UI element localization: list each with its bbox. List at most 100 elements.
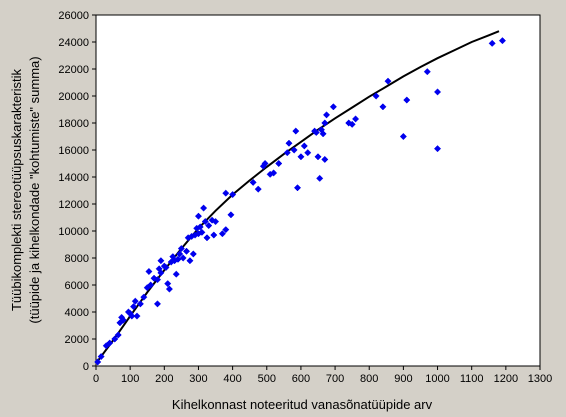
x-tick-label: 100 bbox=[121, 373, 139, 385]
y-axis-label: Tüübikomplekti stereotüüpsuskarakteristi… bbox=[9, 68, 24, 311]
scatter-point bbox=[210, 231, 218, 239]
scatter-point bbox=[300, 142, 308, 150]
scatter-point bbox=[384, 77, 392, 85]
scatter-point bbox=[290, 146, 298, 154]
y-tick-label: 8000 bbox=[65, 253, 89, 265]
scatter-point bbox=[222, 226, 230, 234]
scatter-point bbox=[433, 88, 442, 96]
scatter-point bbox=[488, 39, 496, 47]
scatter-point bbox=[297, 153, 305, 161]
y-tick-label: 22000 bbox=[58, 64, 89, 76]
scatter-point bbox=[321, 119, 329, 127]
scatter-point bbox=[97, 352, 105, 361]
scatter-point bbox=[145, 267, 153, 276]
x-tick-label: 1300 bbox=[528, 373, 552, 385]
y-tick-label: 18000 bbox=[58, 118, 89, 130]
scatter-point bbox=[403, 96, 411, 104]
x-tick-label: 300 bbox=[189, 373, 207, 385]
x-tick-label: 800 bbox=[360, 373, 378, 385]
scatter-point bbox=[319, 130, 327, 138]
fit-curve-layer bbox=[95, 30, 500, 364]
fit-curve bbox=[95, 30, 500, 364]
scatter-point bbox=[352, 115, 360, 123]
scatter-point bbox=[498, 37, 506, 45]
x-tick-label: 900 bbox=[394, 373, 412, 385]
scatter-point bbox=[275, 159, 283, 168]
x-axis-label: Kihelkonnast noteeritud vanasõnatüüpide … bbox=[172, 397, 433, 412]
scatter-point bbox=[321, 155, 329, 164]
scatter-point bbox=[128, 312, 136, 320]
scatter-point bbox=[140, 293, 148, 301]
scatter-point bbox=[162, 263, 170, 272]
scatter-point bbox=[179, 254, 187, 262]
scatter-point bbox=[348, 120, 356, 128]
scatter-point bbox=[270, 169, 278, 177]
y-tick-label: 12000 bbox=[58, 199, 89, 211]
scatter-point bbox=[131, 297, 139, 305]
y-tick-label: 6000 bbox=[65, 280, 89, 292]
scatter-point bbox=[157, 257, 165, 265]
scatter-point bbox=[189, 250, 197, 258]
scatter-point bbox=[136, 300, 144, 308]
scatter-point bbox=[314, 153, 322, 161]
y-tick-label: 4000 bbox=[65, 307, 89, 319]
scatter-point bbox=[201, 217, 209, 226]
y-axis-label-secondary: (tüüpide ja kihelkondade "kohtumiste" su… bbox=[27, 56, 42, 323]
scatter-point bbox=[182, 247, 191, 255]
scatter-point bbox=[164, 280, 172, 288]
scatter-point bbox=[316, 174, 324, 182]
scatter-point bbox=[177, 244, 185, 253]
scatter-point bbox=[283, 149, 291, 157]
scatter-point bbox=[261, 159, 269, 168]
y-tick-label: 2000 bbox=[65, 334, 89, 346]
scatter-point bbox=[198, 228, 206, 236]
plot-area bbox=[95, 14, 541, 367]
x-tick-label: 700 bbox=[326, 373, 344, 385]
y-tick-label: 10000 bbox=[58, 226, 89, 238]
scatter-points-layer bbox=[94, 37, 506, 366]
scatter-point bbox=[379, 103, 387, 111]
x-tick-label: 400 bbox=[223, 373, 241, 385]
y-axis-ticks: 0 2000 4000 6000 8000 10000 12000 14000 16000 180… bbox=[58, 10, 96, 373]
scatter-point bbox=[205, 222, 213, 230]
scatter-point bbox=[94, 358, 102, 366]
scatter-point bbox=[111, 335, 119, 343]
x-tick-label: 1000 bbox=[425, 373, 449, 385]
scatter-point bbox=[433, 145, 442, 153]
y-tick-label: 16000 bbox=[58, 145, 89, 157]
scatter-point bbox=[229, 190, 237, 199]
scatter-point bbox=[153, 276, 162, 284]
scatter-point bbox=[285, 139, 293, 147]
scatter-point bbox=[106, 339, 114, 347]
scatter-point bbox=[222, 189, 230, 197]
scatter-point bbox=[249, 178, 257, 186]
x-tick-label: 0 bbox=[93, 373, 99, 385]
scatter-point bbox=[292, 127, 300, 135]
y-tick-label: 26000 bbox=[58, 10, 89, 22]
scatter-point bbox=[227, 211, 235, 219]
scatter-point bbox=[399, 132, 407, 141]
x-axis-ticks: 0 100 200 300 400 500 600 700 800 900 1000 1100 1200… bbox=[93, 366, 552, 385]
scatter-point bbox=[194, 212, 203, 220]
scatter-point bbox=[312, 128, 320, 137]
x-tick-label: 1200 bbox=[494, 373, 518, 385]
x-tick-label: 600 bbox=[292, 373, 310, 385]
scatter-point bbox=[293, 184, 302, 192]
y-tick-label: 20000 bbox=[58, 91, 89, 103]
scatter-point bbox=[196, 223, 204, 231]
scatter-point bbox=[211, 217, 220, 226]
scatter-point bbox=[322, 111, 331, 119]
scatter-point bbox=[153, 300, 162, 308]
x-tick-label: 500 bbox=[258, 373, 276, 385]
x-tick-label: 1100 bbox=[460, 373, 484, 385]
y-tick-label: 24000 bbox=[58, 37, 89, 49]
scatter-point bbox=[133, 312, 141, 320]
scatter-point bbox=[254, 185, 262, 193]
scatter-point bbox=[114, 331, 122, 339]
scatter-point bbox=[203, 234, 211, 242]
scatter-point bbox=[119, 316, 127, 324]
x-tick-label: 200 bbox=[155, 373, 173, 385]
y-tick-label: 14000 bbox=[58, 172, 89, 184]
scatter-point bbox=[157, 269, 165, 277]
